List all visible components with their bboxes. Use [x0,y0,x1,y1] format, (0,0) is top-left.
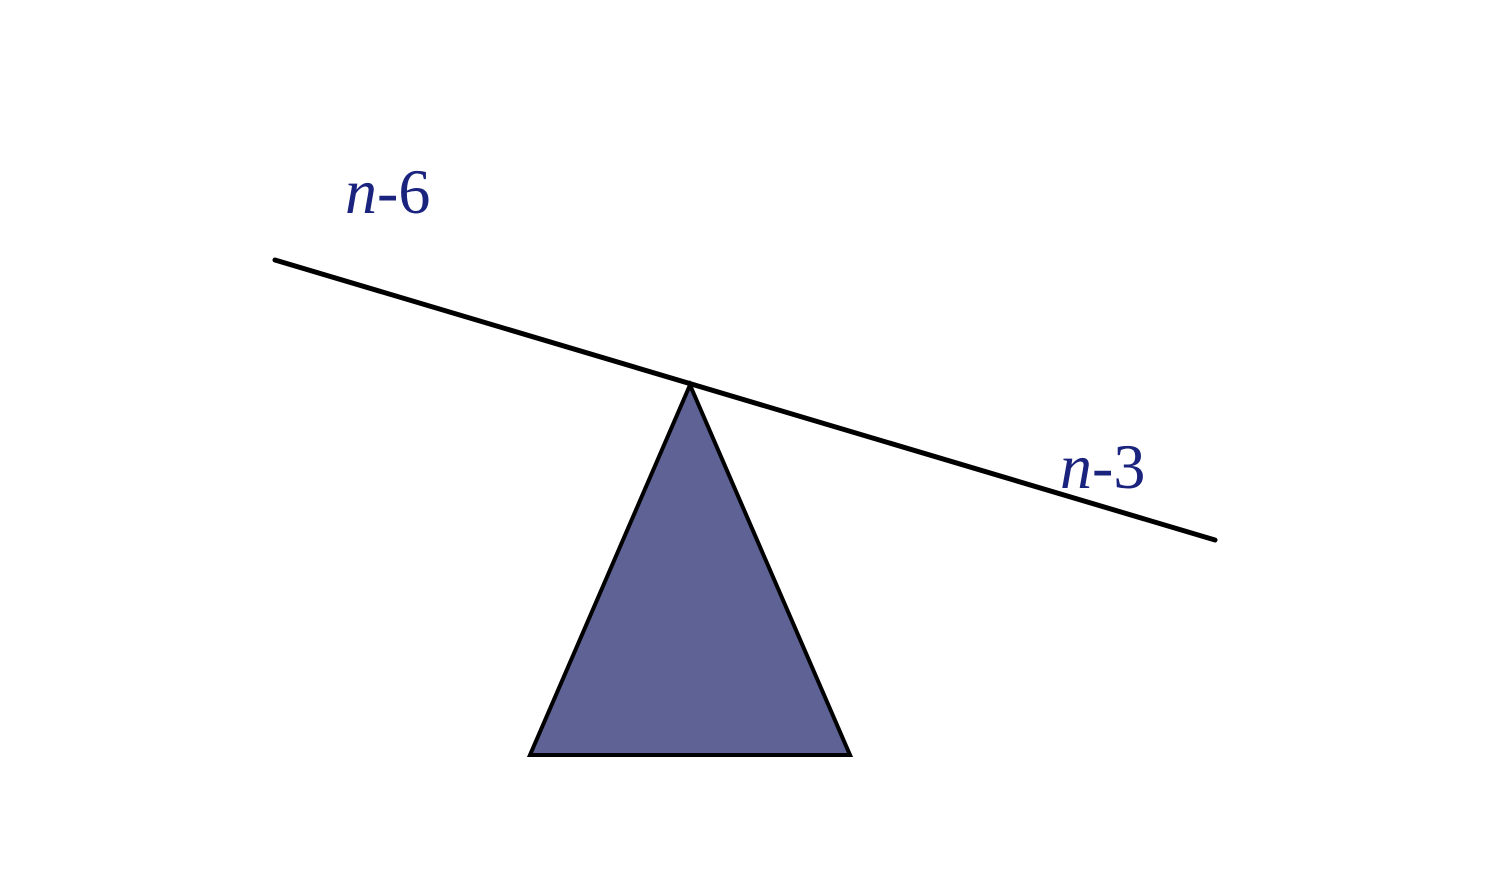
diagram-svg [0,0,1494,880]
fulcrum-triangle [530,385,850,755]
right-label-operator: - [1092,431,1113,502]
right-label: n-3 [1060,430,1145,504]
left-label-value: 6 [398,156,430,227]
left-label: n-6 [345,155,430,229]
balance-diagram: n-6 n-3 [0,0,1494,880]
left-label-variable: n [345,156,377,227]
right-label-variable: n [1060,431,1092,502]
left-label-operator: - [377,156,398,227]
right-label-value: 3 [1113,431,1145,502]
